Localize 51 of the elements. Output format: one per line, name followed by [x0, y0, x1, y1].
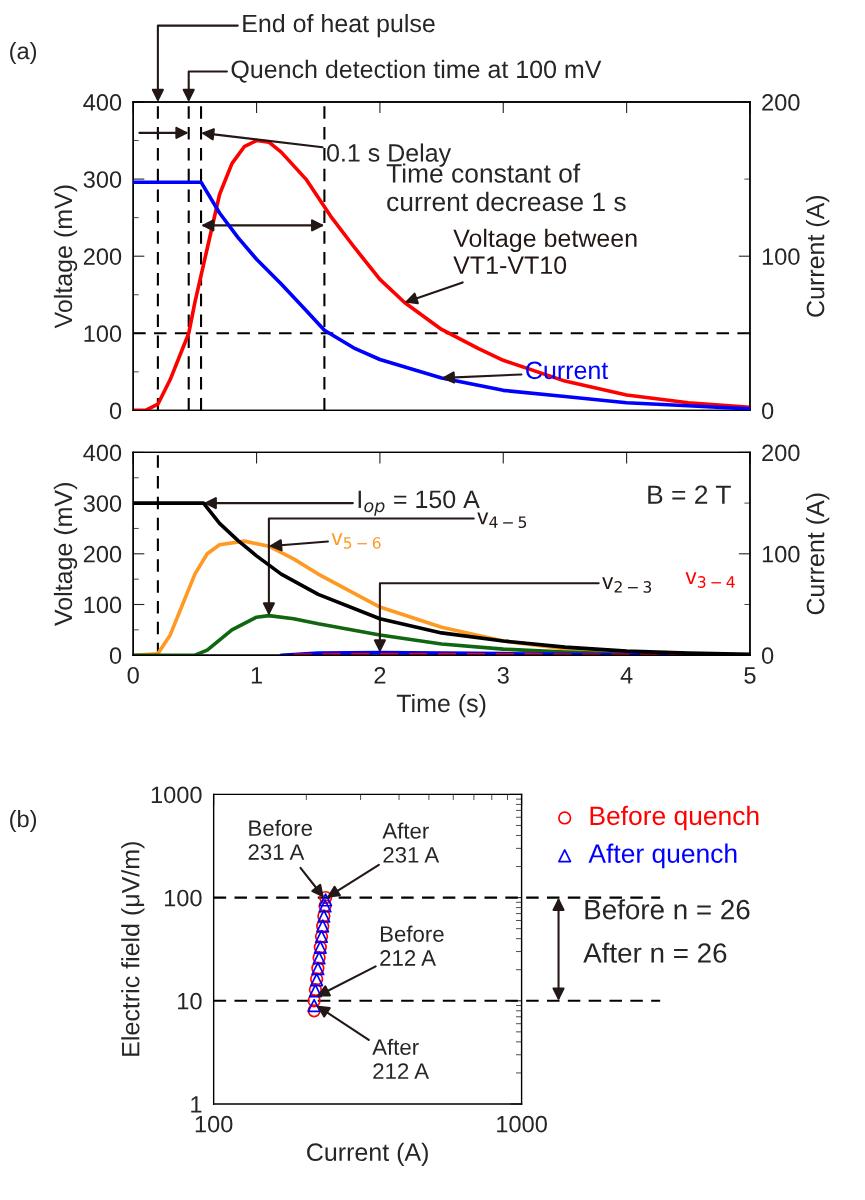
y-tick-label: 300 — [83, 495, 122, 512]
text: v$_{4−5}$ — [477, 512, 527, 529]
text: v$_{2−3}$ — [602, 577, 652, 593]
annotation: Before 231 A — [248, 819, 312, 860]
y2-tick-label: 0 — [761, 402, 774, 420]
y2-tick-label: 0 — [761, 647, 774, 664]
y-tick-label: 200 — [83, 545, 122, 563]
x-tick-label: 0 — [127, 666, 139, 684]
y-tick-label: 10 — [178, 992, 202, 1010]
y-tick-label: 200 — [83, 248, 122, 265]
annotation: B = 2 T — [648, 485, 731, 504]
y2-tick-label: 100 — [762, 248, 800, 265]
y-tick-label: 300 — [83, 171, 122, 188]
x-axis-title: Current (A) — [307, 1142, 428, 1166]
x-axis-title: Time (s) — [396, 693, 486, 718]
annotation: After 212 A — [372, 1038, 430, 1079]
y2-axis-title: Current (A) — [806, 195, 830, 317]
text: (a) — [10, 42, 37, 64]
series-label: v$_{5−6}$ — [331, 533, 381, 549]
y-tick-label: 100 — [84, 325, 122, 343]
text: After n = 26 — [583, 942, 727, 963]
y-axis-title: Voltage (mV) — [53, 185, 78, 329]
x-tick-label: 3 — [497, 666, 509, 684]
text: Voltage between VT1-VT10 — [453, 228, 637, 275]
annotation: End of heat pulse — [243, 13, 435, 38]
y2-axis-title: Current (A) — [806, 493, 830, 615]
x-tick-label: 4 — [620, 667, 633, 684]
x-tick-label: 5 — [744, 667, 756, 684]
y-tick-label: 1000 — [151, 786, 202, 804]
y-axis-title: Electric field (μV/m) — [121, 842, 145, 1056]
legend-label: After quench — [588, 843, 737, 869]
y-tick-label: 0 — [109, 647, 122, 664]
x-tick-label: 1 — [251, 667, 262, 684]
y-tick-label: 0 — [109, 402, 122, 420]
y-tick-label: 100 — [164, 889, 202, 907]
annotation: Quench detection time at 100 mV — [231, 59, 602, 83]
text: Before n = 26 — [585, 899, 750, 920]
y2-tick-label: 100 — [762, 545, 800, 563]
y-axis-title: Voltage (mV) — [53, 483, 78, 626]
y2-tick-label: 200 — [762, 94, 800, 111]
annotation: After 231 A — [382, 822, 440, 863]
y2-tick-label: 200 — [762, 444, 800, 462]
x-tick-label: 2 — [374, 666, 386, 684]
y-tick-label: 1 — [191, 1096, 202, 1113]
y-tick-label: 400 — [83, 444, 122, 462]
y-tick-label: 100 — [84, 596, 122, 614]
text: (b) — [10, 810, 37, 832]
text: v$_{3−4}$ — [685, 572, 735, 588]
y-tick-label: 400 — [83, 94, 122, 111]
annotation: Before 212 A — [380, 925, 444, 966]
legend-label: Before quench — [590, 805, 759, 831]
